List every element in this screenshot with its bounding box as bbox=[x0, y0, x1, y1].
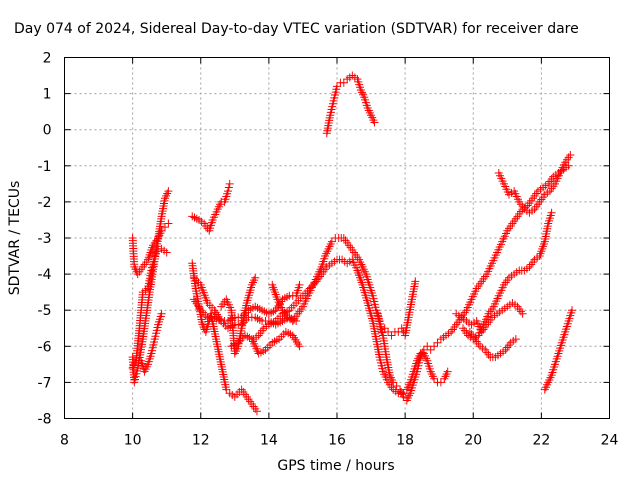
series-arc-5 bbox=[188, 179, 234, 235]
series-arc-11 bbox=[249, 255, 452, 398]
data-point bbox=[339, 78, 348, 87]
data-point bbox=[443, 367, 452, 376]
y-tick-labels: 2 1 0 -1 -2 -3 -4 -5 -6 -7 -8 bbox=[38, 51, 52, 428]
data-point bbox=[252, 407, 261, 416]
data-marks bbox=[128, 71, 577, 416]
data-point bbox=[211, 308, 220, 317]
data-point bbox=[157, 309, 166, 318]
data-point bbox=[327, 237, 336, 246]
y-tick-label: -5 bbox=[38, 303, 52, 319]
y-tick-label: -4 bbox=[38, 267, 52, 283]
data-point bbox=[295, 280, 304, 289]
data-point bbox=[518, 309, 527, 318]
series-arc-10 bbox=[227, 327, 304, 358]
data-point bbox=[426, 345, 435, 354]
data-point bbox=[423, 342, 432, 351]
data-point bbox=[294, 340, 303, 349]
series-arc-9 bbox=[217, 273, 260, 358]
y-tick-label: -3 bbox=[38, 231, 52, 247]
data-point bbox=[290, 333, 299, 342]
data-point bbox=[387, 331, 396, 340]
y-tick-label: -8 bbox=[38, 412, 52, 428]
y-tick-label: -2 bbox=[38, 195, 52, 211]
series-arc-13 bbox=[322, 71, 379, 138]
data-point bbox=[392, 382, 401, 391]
series-arc-8 bbox=[189, 280, 304, 326]
chart-title: Day 074 of 2024, Sidereal Day-to-day VTE… bbox=[14, 21, 579, 37]
data-point bbox=[399, 392, 408, 401]
data-point bbox=[291, 335, 300, 344]
y-axis-label: SDTVAR / TECUs bbox=[7, 181, 23, 296]
data-point bbox=[160, 223, 169, 232]
x-tick-label: 16 bbox=[328, 433, 346, 449]
data-point bbox=[430, 374, 439, 383]
data-point bbox=[292, 337, 301, 346]
data-point bbox=[333, 82, 341, 91]
x-tick-label: 18 bbox=[396, 433, 414, 449]
data-point bbox=[162, 248, 171, 257]
data-point bbox=[564, 161, 573, 170]
data-point bbox=[271, 306, 280, 315]
data-point bbox=[430, 342, 439, 351]
data-point bbox=[194, 301, 203, 310]
x-tick-label: 22 bbox=[532, 433, 550, 449]
axis-ticks bbox=[64, 57, 610, 419]
y-tick-label: 1 bbox=[43, 87, 52, 103]
y-tick-label: -6 bbox=[38, 339, 52, 355]
data-point bbox=[164, 219, 173, 228]
series-arc-15 bbox=[401, 277, 420, 340]
data-point bbox=[288, 331, 297, 340]
data-point bbox=[224, 183, 233, 192]
data-point bbox=[195, 304, 204, 313]
data-point bbox=[389, 378, 398, 387]
series-arc-17 bbox=[459, 208, 556, 344]
series-arc-4 bbox=[137, 309, 166, 376]
x-tick-label: 8 bbox=[60, 433, 69, 449]
data-point bbox=[433, 338, 442, 347]
data-point bbox=[222, 385, 231, 394]
data-point bbox=[380, 324, 389, 333]
series-arc-12 bbox=[268, 161, 573, 405]
data-point bbox=[192, 299, 201, 308]
data-point bbox=[397, 324, 406, 333]
data-point bbox=[419, 345, 428, 354]
y-tick-label: 0 bbox=[43, 123, 52, 139]
x-tick-label: 12 bbox=[192, 433, 210, 449]
x-tick-label: 10 bbox=[124, 433, 142, 449]
y-tick-label: -7 bbox=[38, 375, 52, 391]
x-tick-label: 14 bbox=[260, 433, 278, 449]
y-tick-label: -1 bbox=[38, 159, 52, 175]
series-arc-1 bbox=[128, 219, 173, 279]
data-point bbox=[251, 273, 260, 282]
series-arc-20 bbox=[540, 306, 577, 394]
x-axis-label: GPS time / hours bbox=[277, 458, 394, 474]
series-arc-19 bbox=[494, 150, 575, 217]
data-point bbox=[547, 208, 556, 217]
data-point bbox=[377, 327, 386, 336]
data-point bbox=[411, 277, 420, 286]
data-point bbox=[191, 297, 200, 306]
series-arc-3 bbox=[128, 244, 171, 372]
data-point bbox=[225, 179, 234, 188]
data-point bbox=[189, 295, 198, 304]
data-point bbox=[566, 150, 575, 159]
x-tick-labels: 8 10 12 14 16 18 20 22 24 bbox=[60, 433, 618, 449]
series-arc-6 bbox=[188, 259, 261, 416]
series-arc-18 bbox=[465, 327, 520, 362]
data-point bbox=[511, 335, 520, 344]
data-point bbox=[370, 118, 379, 127]
y-tick-label: 2 bbox=[43, 51, 52, 67]
x-tick-label: 24 bbox=[601, 433, 619, 449]
data-point bbox=[295, 342, 304, 351]
data-point bbox=[164, 187, 173, 196]
data-point bbox=[224, 187, 232, 196]
data-point bbox=[568, 306, 577, 315]
data-point bbox=[436, 378, 445, 387]
data-point bbox=[384, 327, 393, 336]
x-tick-label: 20 bbox=[464, 433, 482, 449]
data-point bbox=[210, 306, 219, 315]
